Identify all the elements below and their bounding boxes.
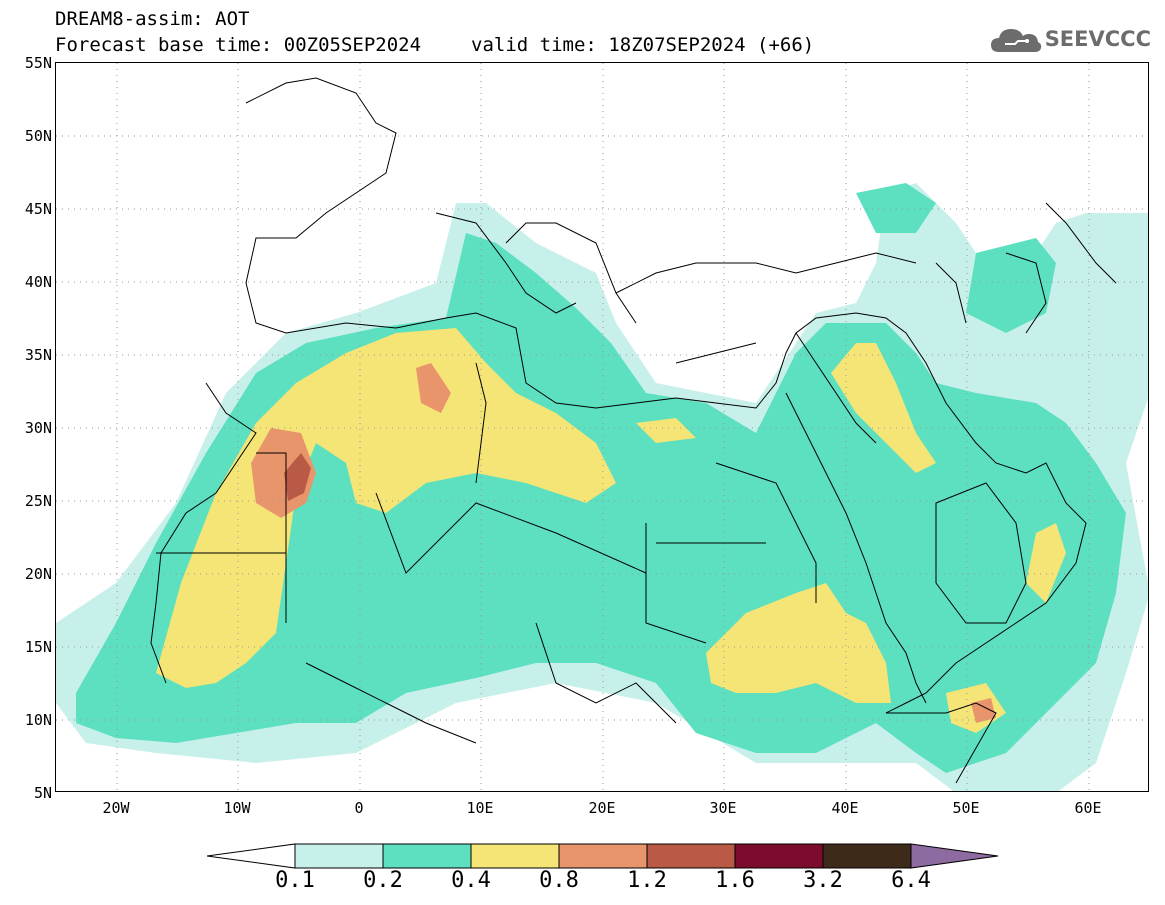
colorbar-swatch-5 (646, 843, 736, 869)
colorbar-swatch-6 (734, 843, 824, 869)
colorbar-swatch-1 (294, 843, 384, 869)
lat-label-30n: 30N (24, 419, 52, 437)
seevccc-logo: SEEVCCC (989, 22, 1151, 56)
gridlines (56, 63, 1148, 791)
cloud-icon (990, 29, 1041, 52)
lon-label-10e: 10E (466, 799, 494, 817)
lon-label-30e: 30E (709, 799, 737, 817)
colorbar-swatch-2 (382, 843, 472, 869)
valid-time-text: valid time: 18Z07SEP2024 (+66) (471, 34, 815, 56)
colorbar-label-1.6: 1.6 (715, 868, 755, 893)
logo-text: SEEVCCC (1044, 27, 1151, 51)
lat-label-50n: 50N (24, 127, 52, 145)
aot-band-0.4-oman (1026, 523, 1066, 603)
lat-label-10n: 10N (24, 711, 52, 729)
lon-label-20w: 20W (102, 799, 130, 817)
lat-label-20n: 20N (24, 565, 52, 583)
aot-band-0.4-iraq (831, 343, 936, 473)
base-time-text: Forecast base time: 00Z05SEP2024 (55, 34, 422, 56)
colorbar-label-0.8: 0.8 (539, 868, 579, 893)
lat-label-40n: 40N (24, 273, 52, 291)
colorbar-label-6.4: 6.4 (891, 868, 931, 893)
aot-band-1.2 (284, 453, 311, 501)
coastlines (150, 77, 1117, 784)
lat-label-55n: 55N (24, 54, 52, 72)
lon-label-20e: 20E (588, 799, 616, 817)
colorbar-label-3.2: 3.2 (803, 868, 843, 893)
aot-band-0.8-north (416, 363, 451, 413)
colorbar-label-0.4: 0.4 (451, 868, 491, 893)
chart-title: DREAM8-assim: AOT (55, 8, 250, 30)
aot-shading (56, 183, 1148, 791)
lon-label-50e: 50E (952, 799, 980, 817)
lat-label-15n: 15N (24, 638, 52, 656)
colorbar-label-0.2: 0.2 (363, 868, 403, 893)
colorbar-swatch-4 (558, 843, 648, 869)
colorbar (207, 843, 999, 869)
aot-band-0.4-blob (636, 418, 696, 443)
colorbar-under-arrow (207, 843, 296, 869)
colorbar-label-0.1: 0.1 (275, 868, 315, 893)
aot-band-0.8 (251, 428, 316, 518)
aot-band-0.4-east (706, 583, 891, 703)
colorbar-swatch-3 (470, 843, 560, 869)
lon-label-10w: 10W (223, 799, 251, 817)
colorbar-label-1.2: 1.2 (627, 868, 667, 893)
map-plot (55, 62, 1149, 792)
lat-label-5n: 5N (33, 784, 52, 802)
lon-label-0: 0 (354, 799, 364, 817)
lat-label-45n: 45N (24, 200, 52, 218)
lon-label-40e: 40E (831, 799, 859, 817)
lat-label-35n: 35N (24, 346, 52, 364)
lat-label-25n: 25N (24, 492, 52, 510)
map-svg (56, 63, 1148, 791)
colorbar-over-arrow (910, 843, 999, 869)
aot-band-0.4 (156, 328, 616, 688)
aot-band-0.2-blob (856, 183, 936, 233)
forecast-times: Forecast base time: 00Z05SEP2024 valid ti… (55, 34, 814, 56)
lon-label-60e: 60E (1074, 799, 1102, 817)
colorbar-swatch-7 (822, 843, 912, 869)
aot-band-0.8-somalia (971, 698, 996, 723)
